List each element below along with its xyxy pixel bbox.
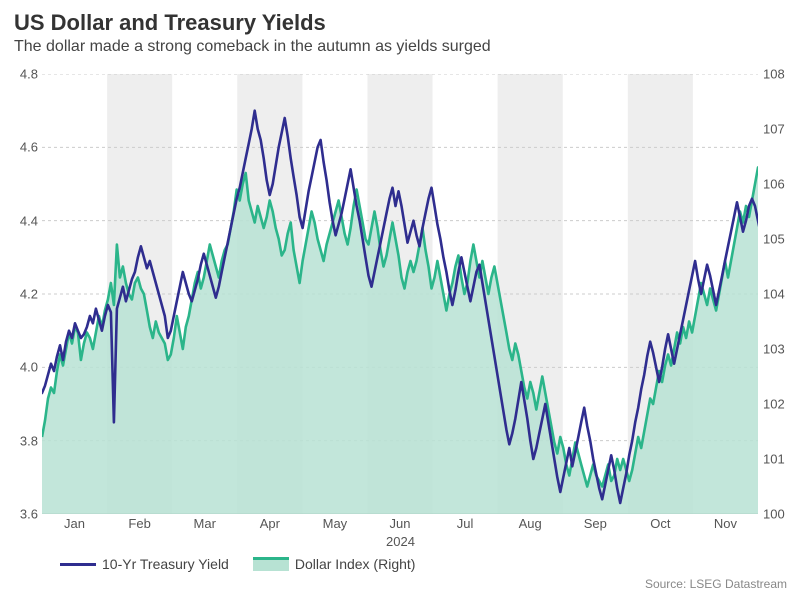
x-tick: Jan: [64, 516, 85, 531]
y-right-tick: 105: [763, 232, 799, 247]
y-right-tick: 103: [763, 342, 799, 357]
legend-swatch-line: [60, 563, 96, 566]
y-left-tick: 3.8: [2, 433, 38, 448]
x-tick: Mar: [194, 516, 216, 531]
legend-swatch-topline: [253, 557, 289, 560]
x-tick: Jun: [390, 516, 411, 531]
x-axis-year: 2024: [386, 534, 415, 549]
x-tick: Sep: [584, 516, 607, 531]
chart-svg: [42, 74, 758, 514]
y-right-tick: 102: [763, 397, 799, 412]
y-right-tick: 108: [763, 67, 799, 82]
y-left-tick: 4.0: [2, 360, 38, 375]
y-right-tick: 106: [763, 177, 799, 192]
x-tick: Nov: [714, 516, 737, 531]
legend-swatch-area: [253, 557, 289, 571]
chart-subtitle: The dollar made a strong comeback in the…: [14, 38, 491, 56]
chart-plot-area: [42, 74, 758, 514]
x-tick: Apr: [260, 516, 280, 531]
y-left-tick: 3.6: [2, 507, 38, 522]
y-left-tick: 4.2: [2, 287, 38, 302]
y-right-tick: 104: [763, 287, 799, 302]
chart-container: US Dollar and Treasury Yields The dollar…: [0, 0, 801, 601]
source-attribution: Source: LSEG Datastream: [645, 577, 787, 591]
x-tick: Feb: [128, 516, 150, 531]
legend-label: 10-Yr Treasury Yield: [102, 556, 229, 572]
legend-item-treasury: 10-Yr Treasury Yield: [60, 556, 229, 572]
y-left-tick: 4.6: [2, 140, 38, 155]
y-right-tick: 100: [763, 507, 799, 522]
y-right-tick: 101: [763, 452, 799, 467]
x-tick: Jul: [457, 516, 474, 531]
x-tick: Oct: [650, 516, 670, 531]
chart-title: US Dollar and Treasury Yields: [14, 10, 326, 36]
legend-label: Dollar Index (Right): [295, 556, 416, 572]
legend-item-dollar: Dollar Index (Right): [253, 556, 416, 572]
y-left-tick: 4.8: [2, 67, 38, 82]
x-tick: May: [323, 516, 348, 531]
x-tick: Aug: [519, 516, 542, 531]
y-left-tick: 4.4: [2, 213, 38, 228]
legend: 10-Yr Treasury Yield Dollar Index (Right…: [60, 556, 415, 572]
y-right-tick: 107: [763, 122, 799, 137]
